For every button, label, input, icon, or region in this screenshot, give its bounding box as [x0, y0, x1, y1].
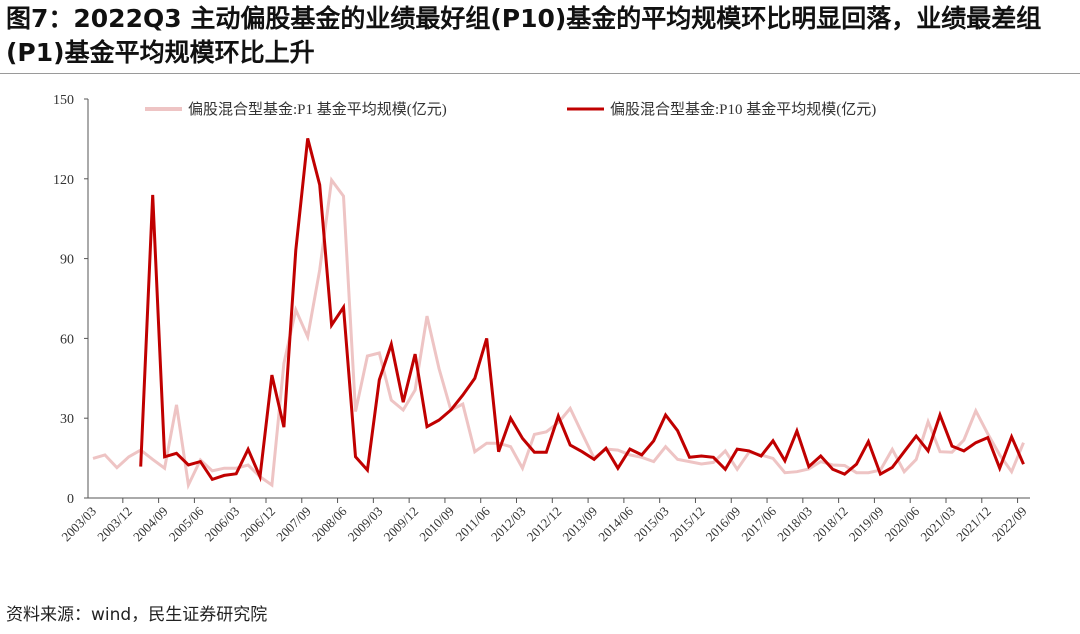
x-tick-label: 2009/03 — [345, 504, 386, 545]
x-tick-label: 2005/06 — [166, 503, 207, 544]
legend: 偏股混合型基金:P1 基金平均规模(亿元) 偏股混合型基金:P10 基金平均规模… — [145, 101, 876, 118]
source-note: 资料来源：wind，民生证券研究院 — [6, 605, 268, 625]
figure-title: 图7：2022Q3 主动偏股基金的业绩最好组(P10)基金的平均规模环比明显回落… — [6, 4, 1042, 67]
series-line-p1 — [92, 176, 1025, 491]
y-tick-label: 30 — [60, 412, 74, 427]
x-tick-label: 2012/12 — [524, 504, 565, 545]
x-tick-label: 2013/09 — [559, 504, 600, 545]
line-chart: 0 30 60 90 120 150 2003/032003/122004/092005/… — [53, 93, 1030, 545]
x-tick-label: 2007/09 — [273, 504, 314, 545]
y-tick-label: 90 — [60, 253, 74, 268]
x-tick-label: 2015/12 — [667, 504, 708, 545]
x-tick-label: 2017/06 — [738, 503, 779, 544]
x-tick-label: 2015/03 — [631, 504, 672, 545]
y-tick-label: 60 — [60, 332, 74, 347]
legend-label-p10: 偏股混合型基金:P10 基金平均规模(亿元) — [610, 101, 876, 118]
x-tick-label: 2008/06 — [309, 503, 350, 544]
x-tick-label: 2010/09 — [416, 504, 457, 545]
x-tick-label: 2011/06 — [452, 503, 493, 544]
x-axis-ticks: 2003/032003/122004/092005/062006/032006/… — [58, 498, 1030, 545]
x-tick-label: 2009/12 — [380, 504, 421, 545]
x-tick-label: 2003/03 — [58, 504, 99, 545]
title-divider — [0, 73, 1080, 74]
y-axis-ticks: 0 30 60 90 120 150 — [53, 93, 88, 507]
x-tick-label: 2006/12 — [237, 504, 278, 545]
axes — [87, 99, 1030, 499]
x-tick-label: 2003/12 — [94, 504, 135, 545]
x-tick-label: 2014/06 — [595, 503, 636, 544]
y-tick-label: 0 — [67, 492, 74, 507]
x-tick-label: 2020/06 — [882, 503, 923, 544]
x-tick-label: 2021/03 — [917, 504, 958, 545]
y-tick-label: 120 — [53, 173, 74, 188]
x-tick-label: 2004/09 — [130, 504, 171, 545]
x-tick-label: 2016/09 — [703, 504, 744, 545]
x-tick-label: 2012/03 — [488, 504, 529, 545]
x-tick-label: 2019/09 — [846, 504, 887, 545]
x-tick-label: 2018/03 — [774, 504, 815, 545]
x-tick-label: 2006/03 — [202, 504, 243, 545]
series-line-p10 — [139, 138, 1025, 483]
legend-label-p1: 偏股混合型基金:P1 基金平均规模(亿元) — [188, 101, 447, 118]
x-tick-label: 2022/09 — [989, 504, 1030, 545]
series-lines — [92, 138, 1025, 491]
x-tick-label: 2018/12 — [810, 504, 851, 545]
y-tick-label: 150 — [53, 93, 74, 108]
x-tick-label: 2021/12 — [953, 504, 994, 545]
